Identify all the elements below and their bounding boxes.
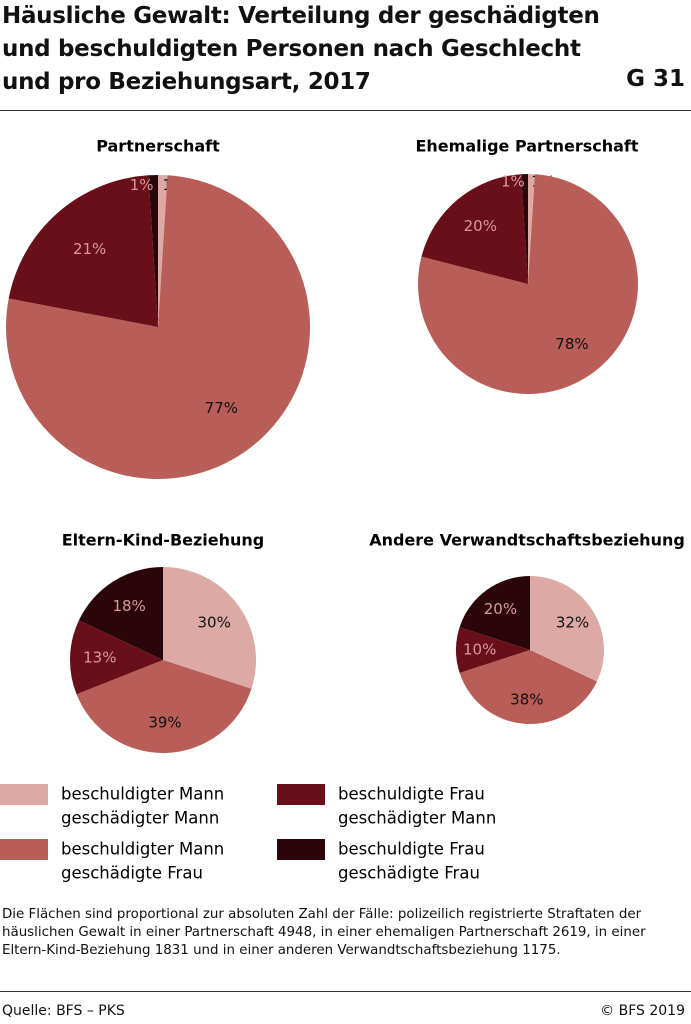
value-label: 78% bbox=[555, 335, 588, 353]
value-label: 20% bbox=[464, 217, 497, 235]
value-label: 30% bbox=[197, 613, 230, 631]
pie-slice bbox=[76, 660, 252, 753]
legend-swatch bbox=[0, 784, 48, 805]
legend-swatch bbox=[277, 784, 325, 805]
value-label: 21% bbox=[73, 240, 106, 258]
pie-slice bbox=[6, 175, 310, 480]
legend-label: beschuldigter Mann bbox=[61, 840, 224, 859]
pie-slice bbox=[459, 576, 530, 650]
value-label: 13% bbox=[83, 649, 116, 667]
value-label: 1% bbox=[130, 176, 154, 194]
pie-title: Ehemalige Partnerschaft bbox=[415, 137, 638, 156]
pie-slice bbox=[163, 567, 257, 689]
copyright: © BFS 2019 bbox=[600, 1003, 685, 1019]
chart: Partnerschaft 1% 77% 21% 1% Ehemalige Partner… bbox=[0, 137, 685, 883]
legend-label: geschädigte Frau bbox=[338, 864, 480, 883]
pie-slice bbox=[530, 576, 605, 682]
pie-slice bbox=[528, 174, 535, 284]
pie-title: Partnerschaft bbox=[96, 137, 220, 156]
legend-label: beschuldigter Mann bbox=[61, 785, 224, 804]
value-label: 77% bbox=[205, 399, 238, 417]
chart-code: G 31 bbox=[626, 66, 685, 92]
pie-slice bbox=[456, 627, 530, 673]
pie-slice bbox=[158, 175, 168, 327]
legend-label: geschädigter Mann bbox=[338, 809, 496, 828]
legend-swatch bbox=[0, 839, 48, 860]
value-label: 32% bbox=[556, 614, 589, 632]
legend-swatch bbox=[277, 839, 325, 860]
pie-slice bbox=[8, 175, 159, 327]
pie-slice bbox=[148, 175, 158, 327]
pie-slice bbox=[459, 650, 597, 725]
title: Häusliche Gewalt: Verteilung der geschäd… bbox=[2, 3, 600, 95]
value-label: 38% bbox=[510, 691, 543, 709]
pie-slice bbox=[421, 174, 528, 284]
rule bbox=[0, 991, 691, 992]
legend-label: geschädigte Frau bbox=[61, 864, 203, 883]
value-label: 20% bbox=[484, 600, 517, 618]
value-label: 10% bbox=[463, 641, 496, 659]
value-label: 18% bbox=[112, 597, 145, 615]
note: Die Flächen sind proportional zur absolu… bbox=[2, 907, 646, 958]
value-label: 39% bbox=[148, 714, 181, 732]
pie-slice bbox=[418, 174, 638, 394]
pie-slice bbox=[521, 174, 528, 284]
pie-slice bbox=[70, 620, 163, 695]
value-label: 1% bbox=[501, 172, 525, 190]
rule bbox=[0, 110, 691, 111]
pie-title: Andere Verwandtschaftsbeziehung bbox=[369, 531, 685, 550]
pie-title: Eltern-Kind-Beziehung bbox=[62, 531, 265, 550]
legend-label: beschuldigte Frau bbox=[338, 840, 485, 859]
legend-label: geschädigter Mann bbox=[61, 809, 219, 828]
legend-label: beschuldigte Frau bbox=[338, 785, 485, 804]
pie-slice bbox=[78, 567, 163, 660]
source: Quelle: BFS – PKS bbox=[2, 1003, 125, 1019]
